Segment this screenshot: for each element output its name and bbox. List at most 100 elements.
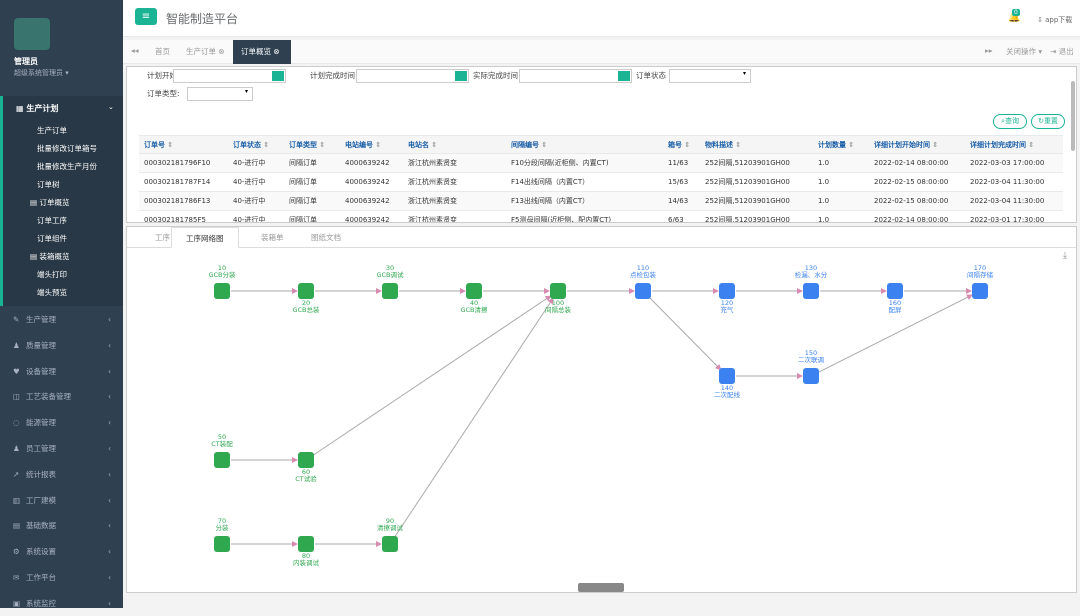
- node[interactable]: [214, 283, 230, 299]
- chevron: ‹: [108, 315, 111, 324]
- menu-group[interactable]: ✎ 生产管理 ‹: [0, 308, 123, 332]
- column-header[interactable]: 电站编号 ⇕: [340, 135, 403, 154]
- menu-group[interactable]: ◌ 能源管理 ‹: [0, 411, 123, 435]
- active-group[interactable]: ▦ 生产计划: [16, 104, 59, 113]
- menu-group[interactable]: ♟ 员工管理 ‹: [0, 437, 123, 461]
- menu-item[interactable]: 订单树: [37, 179, 60, 190]
- menu-item[interactable]: 端头预览: [37, 287, 67, 298]
- calendar-icon[interactable]: [272, 71, 284, 81]
- logout[interactable]: ⇥ 退出: [1050, 47, 1074, 56]
- node[interactable]: [214, 452, 230, 468]
- filter-label: 实际完成时间: [473, 71, 518, 80]
- resize-handle[interactable]: [578, 583, 624, 592]
- node[interactable]: [382, 536, 398, 552]
- menu-group[interactable]: ↗ 统计报表 ‹: [0, 463, 123, 487]
- filter-button[interactable]: ⌕查询: [993, 114, 1027, 129]
- close-ops[interactable]: 关闭操作 ▾: [1006, 47, 1043, 56]
- menu-item[interactable]: 生产订单: [37, 125, 67, 136]
- tab-prev[interactable]: ◂◂: [131, 46, 139, 55]
- menu-item[interactable]: ▤ 订单概览: [30, 197, 69, 208]
- table-cell: 40-进行中: [228, 172, 284, 192]
- menu-group[interactable]: ♥ 设备管理 ‹: [0, 360, 123, 384]
- detail-tab[interactable]: 工序网络图: [171, 227, 239, 248]
- node[interactable]: [298, 536, 314, 552]
- filter-button[interactable]: ↻重置: [1031, 114, 1065, 129]
- sort-icon: ⇕: [733, 140, 742, 149]
- filter-input[interactable]: [173, 69, 286, 83]
- menu-item[interactable]: 端头打印: [37, 269, 67, 280]
- column-header[interactable]: 订单类型 ⇕: [284, 135, 340, 154]
- menu-item[interactable]: 订单组件: [37, 233, 67, 244]
- node[interactable]: [803, 368, 819, 384]
- user-role[interactable]: 超级系统管理员 ▾: [14, 69, 69, 77]
- node[interactable]: [298, 283, 314, 299]
- node[interactable]: [298, 452, 314, 468]
- menu-group[interactable]: ◫ 工艺装备管理 ‹: [0, 385, 123, 409]
- app-download[interactable]: ⇩ app下载: [1037, 16, 1073, 24]
- column-header[interactable]: 间隔编号 ⇕: [506, 135, 663, 154]
- node[interactable]: [719, 368, 735, 384]
- bell[interactable]: 🔔: [1008, 12, 1021, 23]
- column-header[interactable]: 详细计划完成时间 ⇕: [965, 135, 1063, 154]
- sort-icon: ⇕: [373, 140, 382, 149]
- calendar-icon[interactable]: [618, 71, 630, 81]
- menu-item[interactable]: 批量修改订单箱号: [37, 143, 97, 154]
- menu-group[interactable]: ▤ 基础数据 ‹: [0, 514, 123, 538]
- filter-input[interactable]: ▾: [669, 69, 751, 83]
- menu-toggle[interactable]: ≡: [135, 8, 157, 25]
- tab[interactable]: 生产订单 ⊗: [186, 47, 225, 56]
- menu-item[interactable]: 订单工序: [37, 215, 67, 226]
- node-id: 60: [302, 468, 310, 476]
- user-name: 管理员: [14, 57, 38, 66]
- node[interactable]: [466, 283, 482, 299]
- table-cell: 4000639242: [340, 210, 403, 222]
- node[interactable]: [635, 283, 651, 299]
- column-header[interactable]: 订单号 ⇕: [139, 135, 228, 154]
- table-row[interactable]: 000302181787F14 40-进行中 间隔订单 4000639242 浙江杭州素…: [139, 172, 1063, 192]
- menu-group[interactable]: ✉ 工作平台 ‹: [0, 566, 123, 590]
- table-row[interactable]: 000302181785F5 40-进行中 间隔订单 4000639242 浙江杭州素贤…: [139, 210, 1063, 222]
- menu-group[interactable]: ♟ 质量管理 ‹: [0, 334, 123, 358]
- menu-item[interactable]: 批量修改生产月份: [37, 161, 97, 172]
- table-row[interactable]: 000302181786F13 40-进行中 间隔订单 4000639242 浙江杭州素…: [139, 191, 1063, 211]
- download-icon[interactable]: ⤓: [1063, 251, 1067, 261]
- menu-group[interactable]: ▣ 系统监控 ‹: [0, 592, 123, 616]
- node[interactable]: [550, 283, 566, 299]
- calendar-icon[interactable]: [455, 71, 467, 81]
- node[interactable]: [803, 283, 819, 299]
- column-header[interactable]: 箱号 ⇕: [663, 135, 700, 154]
- node[interactable]: [972, 283, 988, 299]
- table-cell: 1.0: [813, 191, 869, 211]
- menu-group[interactable]: ⚙ 系统设置 ‹: [0, 540, 123, 564]
- table-row[interactable]: 000302181796F10 40-进行中 间隔订单 4000639242 浙江杭州素…: [139, 153, 1063, 173]
- detail-tab[interactable]: 装箱单: [261, 233, 284, 242]
- menu-group-label: 设备管理: [26, 366, 56, 376]
- select-caret: ▾: [742, 70, 746, 77]
- column-header[interactable]: 订单状态 ⇕: [228, 135, 284, 154]
- menu-group-label: 质量管理: [26, 340, 56, 350]
- node-label: 点检包装: [630, 270, 657, 279]
- scrollbar[interactable]: [1071, 81, 1075, 151]
- tab[interactable]: 首页: [155, 47, 170, 56]
- menu-group-label: 能源管理: [26, 418, 56, 428]
- column-header[interactable]: 计划数量 ⇕: [813, 135, 869, 154]
- node[interactable]: [719, 283, 735, 299]
- table-cell: 4000639242: [340, 191, 403, 211]
- filter-input[interactable]: ▾: [187, 87, 253, 101]
- node[interactable]: [214, 536, 230, 552]
- filter-input[interactable]: [519, 69, 632, 83]
- menu-icon: ✎: [13, 315, 20, 324]
- filter-input[interactable]: [356, 69, 469, 83]
- tab-next[interactable]: ▸▸: [985, 46, 993, 55]
- menu-group[interactable]: ▥ 工厂建模 ‹: [0, 489, 123, 513]
- node[interactable]: [887, 283, 903, 299]
- node[interactable]: [382, 283, 398, 299]
- column-header[interactable]: 物料描述 ⇕: [700, 135, 813, 154]
- menu-item[interactable]: ▤ 装箱概览: [30, 251, 69, 262]
- column-header[interactable]: 详细计划开始时间 ⇕: [869, 135, 965, 154]
- detail-tab[interactable]: 工序: [155, 233, 170, 242]
- detail-tab[interactable]: 图纸文档: [311, 233, 341, 242]
- logout-text: 退出: [1058, 47, 1074, 56]
- column-header[interactable]: 电站名 ⇕: [403, 135, 506, 154]
- tab-active[interactable]: 订单概览 ⊗: [233, 40, 291, 64]
